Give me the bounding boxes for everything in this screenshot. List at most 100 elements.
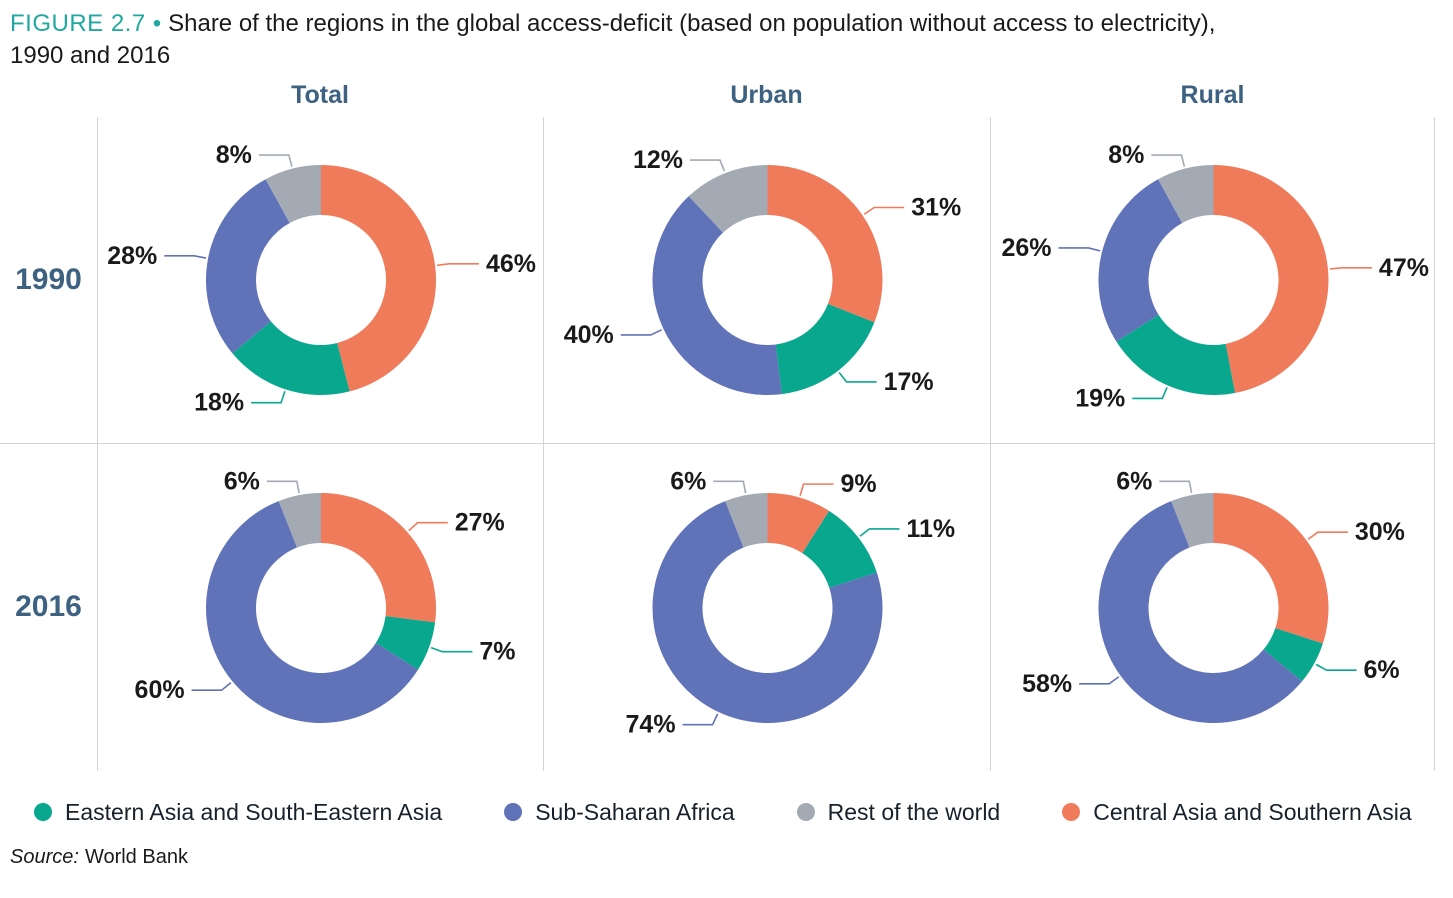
donut-segment-rest_of_the_world: [265, 164, 321, 223]
legend-dot-rest-of-world-icon: [796, 803, 815, 822]
donut-segment-central_asia_southern_asia: [1213, 492, 1329, 644]
segment-value-label-sub_saharan_africa: 58%: [1022, 670, 1072, 698]
title-bullet: •: [152, 10, 162, 37]
label-leader-line-sub_saharan_africa: [191, 681, 232, 691]
segment-value-label-eastern_asia_south_eastern_asia: 11%: [906, 515, 955, 543]
legend-label-rest-of-world: Rest of the world: [827, 798, 1001, 825]
label-leader-line-central_asia_southern_asia: [1329, 266, 1372, 270]
segment-value-label-eastern_asia_south_eastern_asia: 19%: [1075, 384, 1125, 412]
label-leader-line-eastern_asia_south_eastern_asia: [1315, 663, 1357, 671]
donut-segment-central_asia_southern_asia: [321, 492, 436, 623]
segment-value-label-central_asia_southern_asia: 30%: [1355, 518, 1405, 546]
donut-segment-rest_of_the_world: [725, 492, 768, 548]
segment-value-label-eastern_asia_south_eastern_asia: 17%: [884, 368, 934, 396]
source-prefix: Source:: [10, 845, 79, 868]
segment-value-label-rest_of_the_world: 12%: [633, 146, 683, 174]
label-leader-line-eastern_asia_south_eastern_asia: [251, 390, 286, 404]
donut-segment-central_asia_southern_asia: [1213, 164, 1329, 393]
donut-segment-rest_of_the_world: [1158, 164, 1214, 223]
column-header-urban: Urban: [730, 80, 803, 109]
column-header-total: Total: [291, 80, 349, 109]
donut-segment-central_asia_southern_asia: [321, 164, 437, 392]
chart-cell-2016-total: 27% 7% 60% 6%: [97, 442, 543, 771]
donut-segment-sub_saharan_africa: [652, 195, 782, 395]
legend-dot-central-asia-icon: [1062, 803, 1081, 822]
donut-segment-central_asia_southern_asia: [767, 492, 830, 553]
grid-corner: [0, 81, 97, 117]
segment-value-label-eastern_asia_south_eastern_asia: 6%: [1364, 656, 1400, 684]
figure-title: FIGURE 2.7 • Share of the regions in the g…: [0, 0, 1453, 73]
label-leader-line-eastern_asia_south_eastern_asia: [430, 646, 473, 653]
legend-item-sub-saharan-africa: Sub-Saharan Africa: [504, 798, 735, 826]
donut-segment-sub_saharan_africa: [205, 179, 290, 354]
legend: Eastern Asia and South-Eastern Asia Sub-…: [0, 799, 1453, 826]
donut-segment-eastern_asia_south_eastern_asia: [1263, 627, 1323, 682]
segment-value-label-central_asia_southern_asia: 47%: [1379, 254, 1429, 282]
segment-value-label-central_asia_southern_asia: 27%: [455, 508, 505, 536]
figure-title-line1: Share of the regions in the global acces…: [168, 10, 1216, 37]
segment-value-label-eastern_asia_south_eastern_asia: 18%: [194, 388, 244, 416]
label-leader-line-rest_of_the_world: [258, 154, 293, 167]
donut-chart-1990-total: 46% 18% 28% 8%: [107, 141, 536, 417]
legend-label-eastern-asia: Eastern Asia and South-Eastern Asia: [65, 798, 443, 825]
segment-value-label-sub_saharan_africa: 74%: [626, 711, 676, 739]
label-leader-line-sub_saharan_africa: [1079, 675, 1120, 685]
segment-value-label-sub_saharan_africa: 60%: [135, 676, 185, 704]
legend-label-central-asia: Central Asia and Southern Asia: [1093, 798, 1412, 825]
chart-grid: Total Urban Rural 1990 46% 18% 28% 8% 31% 17…: [0, 81, 1453, 771]
chart-cell-1990-urban: 31% 17% 40% 12%: [543, 116, 990, 443]
donut-segment-sub_saharan_africa: [1098, 500, 1303, 723]
legend-dot-eastern-asia-icon: [34, 803, 52, 822]
figure-title-line2: 1990 and 2016: [10, 42, 171, 70]
label-leader-line-central_asia_southern_asia: [408, 521, 448, 532]
segment-value-label-central_asia_southern_asia: 9%: [840, 470, 876, 498]
legend-item-central-asia: Central Asia and Southern Asia: [1062, 798, 1412, 826]
donut-segment-sub_saharan_africa: [652, 500, 883, 723]
donut-segment-eastern_asia_south_eastern_asia: [232, 321, 350, 395]
source-line: Source: World Bank: [0, 846, 1453, 869]
label-leader-line-rest_of_the_world: [713, 480, 747, 494]
row-label-2016: 2016: [0, 442, 97, 771]
chart-cell-2016-rural: 30% 6% 58% 6%: [990, 442, 1435, 771]
donut-segment-eastern_asia_south_eastern_asia: [775, 303, 875, 394]
donut-chart-1990-rural: 47% 19% 26% 8%: [1002, 141, 1429, 412]
label-leader-line-central_asia_southern_asia: [863, 206, 905, 215]
legend-label-sub-saharan-africa: Sub-Saharan Africa: [535, 798, 735, 825]
label-leader-line-central_asia_southern_asia: [1307, 531, 1348, 540]
chart-cell-2016-urban: 9% 11% 74% 6%: [543, 442, 990, 771]
label-leader-line-sub_saharan_africa: [620, 328, 662, 336]
row-label-1990: 1990: [15, 262, 82, 296]
donut-segment-rest_of_the_world: [278, 492, 321, 548]
donut-segment-central_asia_southern_asia: [767, 164, 883, 323]
segment-value-label-sub_saharan_africa: 40%: [564, 321, 614, 349]
segment-value-label-central_asia_southern_asia: 31%: [911, 193, 961, 221]
column-header-rural: Rural: [1180, 80, 1245, 109]
segment-value-label-rest_of_the_world: 6%: [224, 467, 260, 495]
source-text: World Bank: [84, 845, 188, 868]
donut-chart-2016-rural: 30% 6% 58% 6%: [1022, 467, 1405, 723]
chart-cell-1990-total: 46% 18% 28% 8%: [97, 116, 543, 443]
legend-item-rest-of-world: Rest of the world: [796, 798, 1001, 826]
segment-value-label-rest_of_the_world: 6%: [670, 467, 706, 495]
segment-value-label-rest_of_the_world: 8%: [1108, 141, 1144, 169]
figure-number: FIGURE 2.7: [10, 10, 146, 37]
label-leader-line-eastern_asia_south_eastern_asia: [859, 527, 900, 537]
donut-segment-eastern_asia_south_eastern_asia: [1116, 314, 1236, 395]
label-leader-line-central_asia_southern_asia: [436, 262, 479, 266]
segment-value-label-rest_of_the_world: 6%: [1116, 467, 1152, 495]
label-leader-line-central_asia_southern_asia: [799, 483, 834, 496]
label-leader-line-eastern_asia_south_eastern_asia: [838, 371, 877, 383]
donut-segment-sub_saharan_africa: [1098, 179, 1183, 342]
donut-segment-sub_saharan_africa: [205, 500, 419, 723]
donut-segment-eastern_asia_south_eastern_asia: [802, 510, 877, 588]
segment-value-label-sub_saharan_africa: 28%: [107, 242, 157, 270]
donut-chart-1990-urban: 31% 17% 40% 12%: [564, 146, 962, 396]
label-leader-line-sub_saharan_africa: [1058, 246, 1101, 252]
label-leader-line-sub_saharan_africa: [682, 713, 719, 726]
donut-segment-rest_of_the_world: [1171, 492, 1214, 548]
segment-value-label-sub_saharan_africa: 26%: [1002, 234, 1052, 262]
segment-value-label-central_asia_southern_asia: 46%: [486, 250, 536, 278]
donut-segment-rest_of_the_world: [688, 164, 768, 233]
legend-dot-sub-saharan-africa-icon: [504, 803, 523, 822]
